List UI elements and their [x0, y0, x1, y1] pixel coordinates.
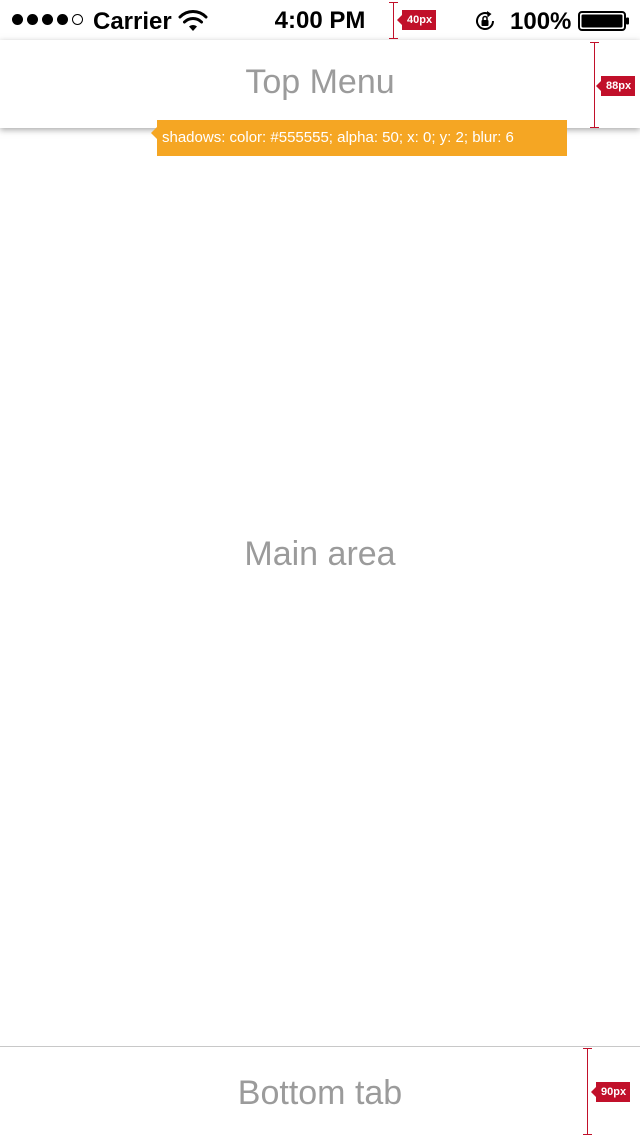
signal-dot-empty: [72, 14, 83, 25]
signal-icon: [12, 14, 83, 25]
status-bar-height-marker: [389, 2, 398, 39]
shadow-spec-note: shadows: color: #555555; alpha: 50; x: 0…: [151, 120, 567, 156]
top-menu-label: Top Menu: [245, 63, 395, 101]
bottom-tab-height-label: 90px: [590, 1082, 631, 1102]
bottom-tab-height-marker: [583, 1048, 592, 1135]
top-menu-height-marker: [590, 42, 599, 128]
bottom-tab-label: Bottom tab: [237, 1074, 403, 1112]
main-area-label: Main area: [244, 535, 396, 573]
status-bar-height-label: 40px: [396, 10, 437, 30]
rotation-lock-icon: [476, 11, 495, 30]
signal-dot: [42, 14, 53, 25]
battery-icon: [578, 11, 629, 31]
signal-dot: [57, 14, 68, 25]
status-bar: Carrier 4:00 PM 100%: [0, 0, 640, 40]
bottom-tab-bar[interactable]: Bottom tab: [0, 1046, 640, 1136]
clock-time: 4:00 PM: [274, 7, 366, 34]
top-menu: Top Menu: [0, 40, 640, 128]
signal-dot: [12, 14, 23, 25]
battery-percent: 100%: [510, 8, 572, 35]
carrier-name: Carrier: [93, 8, 172, 35]
signal-dot: [27, 14, 38, 25]
wifi-icon: [178, 10, 208, 31]
top-menu-height-label: 88px: [595, 76, 636, 96]
main-area: Main area: [0, 128, 640, 1046]
